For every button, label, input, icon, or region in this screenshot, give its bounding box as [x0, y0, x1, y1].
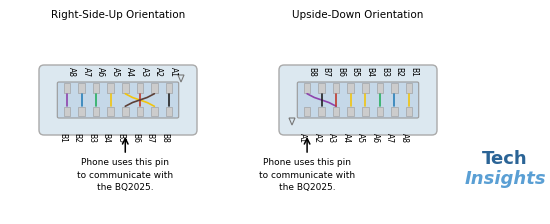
Text: Phone uses this pin
to communicate with
the BQ2025.: Phone uses this pin to communicate with …	[259, 158, 355, 192]
Text: B5: B5	[351, 67, 360, 77]
Text: A6: A6	[96, 67, 105, 77]
Text: A2: A2	[312, 133, 322, 143]
FancyBboxPatch shape	[57, 82, 179, 118]
Text: B4: B4	[365, 67, 374, 77]
Text: Tech: Tech	[482, 150, 528, 168]
Text: A6: A6	[371, 133, 380, 143]
Text: Upside-Down Orientation: Upside-Down Orientation	[292, 10, 424, 20]
Text: A3: A3	[140, 67, 149, 77]
Text: A8: A8	[67, 67, 76, 77]
Text: B8: B8	[307, 67, 316, 77]
Bar	[333, 107, 339, 116]
Bar	[136, 107, 143, 116]
Bar	[304, 84, 310, 93]
Text: Phone uses this pin
to communicate with
the BQ2025.: Phone uses this pin to communicate with …	[77, 158, 173, 192]
Text: B2: B2	[73, 133, 81, 143]
Text: Right-Side-Up Orientation: Right-Side-Up Orientation	[51, 10, 185, 20]
Bar	[136, 84, 143, 93]
Text: A2: A2	[155, 67, 163, 77]
Text: A7: A7	[81, 67, 91, 77]
Bar	[107, 107, 114, 116]
Text: Insights: Insights	[464, 170, 546, 188]
Bar	[107, 84, 114, 93]
Bar	[318, 84, 325, 93]
Bar	[304, 107, 310, 116]
Bar	[377, 84, 383, 93]
Bar	[64, 84, 70, 93]
FancyBboxPatch shape	[39, 65, 197, 135]
Bar	[406, 84, 412, 93]
Text: A1: A1	[298, 133, 307, 143]
Bar	[64, 107, 70, 116]
Text: B5: B5	[116, 133, 125, 143]
Text: B7: B7	[322, 67, 331, 77]
Text: B7: B7	[145, 133, 155, 143]
Text: A5: A5	[356, 133, 365, 143]
Bar	[93, 107, 100, 116]
Text: A4: A4	[125, 67, 134, 77]
Bar	[362, 84, 369, 93]
FancyBboxPatch shape	[279, 65, 437, 135]
Bar	[122, 107, 129, 116]
Bar	[151, 107, 158, 116]
Bar	[166, 107, 172, 116]
Text: A1: A1	[169, 67, 178, 77]
Bar	[348, 84, 354, 93]
Bar	[391, 84, 398, 93]
Text: B6: B6	[131, 133, 140, 143]
Text: B1: B1	[58, 133, 67, 143]
Bar	[78, 107, 85, 116]
Text: B6: B6	[336, 67, 345, 77]
Text: B3: B3	[87, 133, 96, 143]
Bar	[93, 84, 100, 93]
Text: A3: A3	[327, 133, 336, 143]
Text: B4: B4	[102, 133, 111, 143]
FancyBboxPatch shape	[298, 82, 419, 118]
Bar	[333, 84, 339, 93]
Text: A5: A5	[111, 67, 120, 77]
Bar	[122, 84, 129, 93]
Bar	[406, 107, 412, 116]
Text: A4: A4	[342, 133, 351, 143]
Text: B3: B3	[380, 67, 389, 77]
Bar	[78, 84, 85, 93]
Bar	[318, 107, 325, 116]
Bar	[166, 84, 172, 93]
Text: B2: B2	[394, 67, 403, 77]
Text: B1: B1	[409, 67, 418, 77]
Bar	[362, 107, 369, 116]
Bar	[377, 107, 383, 116]
Text: A8: A8	[400, 133, 409, 143]
Bar	[391, 107, 398, 116]
Text: B8: B8	[160, 133, 169, 143]
Text: A7: A7	[386, 133, 394, 143]
Bar	[151, 84, 158, 93]
Bar	[348, 107, 354, 116]
